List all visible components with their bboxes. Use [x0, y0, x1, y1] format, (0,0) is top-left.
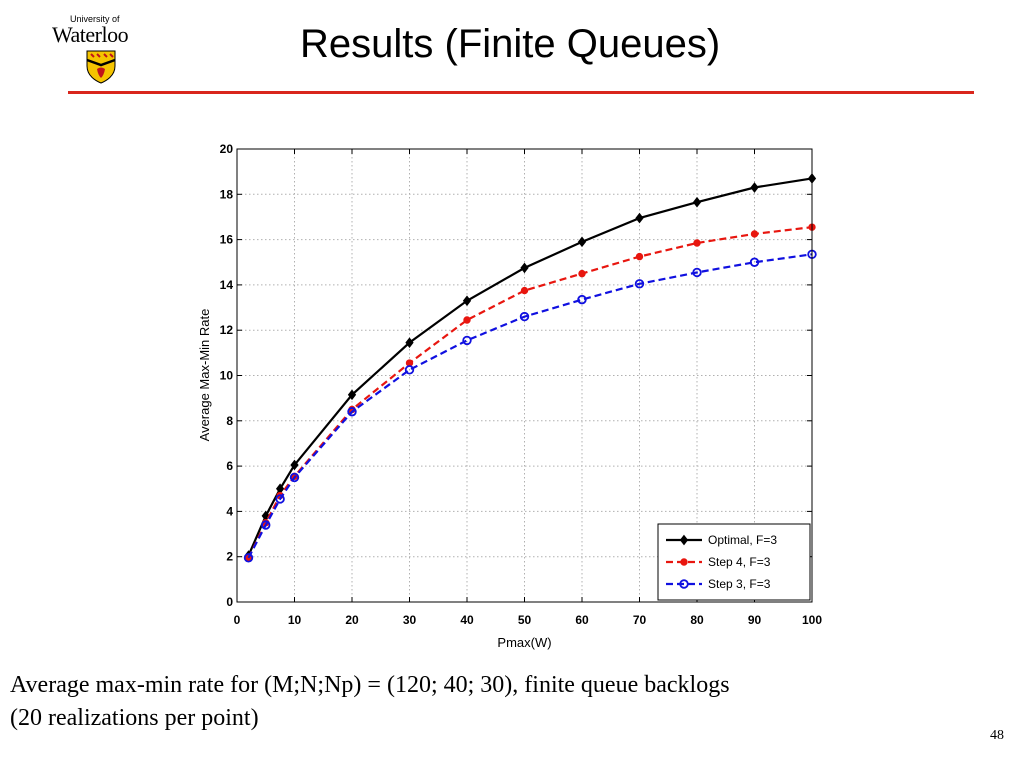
data-point — [520, 262, 529, 274]
data-point — [635, 212, 644, 224]
data-point — [749, 257, 760, 267]
x-tick-label: 50 — [518, 613, 532, 627]
y-axis-label: Average Max-Min Rate — [197, 309, 212, 442]
data-point — [750, 182, 759, 193]
data-point — [520, 286, 529, 295]
data-point — [634, 279, 645, 289]
legend-label: Step 4, F=3 — [708, 555, 771, 569]
data-point — [577, 294, 587, 305]
y-tick-label: 14 — [220, 278, 234, 292]
logo-university-of: University of — [70, 14, 120, 24]
crest-icon — [86, 50, 116, 84]
series-3 — [243, 249, 817, 563]
legend: Optimal, F=3 Step 4, F=3 Step 3, F=3 — [657, 523, 811, 601]
y-tick-label: 10 — [220, 369, 234, 383]
data-point — [347, 389, 357, 401]
data-point — [463, 316, 471, 324]
y-tick-label: 18 — [220, 187, 234, 201]
series-layer — [243, 173, 817, 563]
x-tick-label: 40 — [460, 613, 474, 627]
data-point — [405, 337, 414, 348]
y-tick-label: 0 — [226, 595, 233, 609]
x-tick-label: 30 — [403, 613, 417, 627]
data-point — [693, 239, 701, 247]
slide-caption: Average max-min rate for (M;N;Np) = (120… — [10, 669, 970, 735]
x-tick-label: 60 — [575, 613, 589, 627]
slide-title: Results (Finite Queues) — [300, 22, 721, 66]
chart-svg: 0 10 20 30 40 50 60 70 80 90 10002468101214161820 … — [197, 142, 823, 650]
y-tick-label: 6 — [226, 459, 233, 473]
x-tick-label: 0 — [234, 613, 241, 627]
x-tick-label: 10 — [288, 613, 302, 627]
x-tick-label: 20 — [345, 613, 359, 627]
data-point — [750, 230, 759, 238]
legend-label: Step 3, F=3 — [708, 577, 771, 591]
series-line — [247, 253, 813, 559]
x-tick-label: 80 — [690, 613, 704, 627]
data-point — [519, 311, 530, 322]
legend-label: Optimal, F=3 — [708, 533, 777, 547]
data-point — [462, 295, 472, 307]
y-tick-label: 16 — [220, 233, 234, 247]
title-underline — [68, 91, 974, 94]
caption-line-2: (20 realizations per point) — [10, 705, 259, 731]
x-axis-label: Pmax(W) — [497, 635, 551, 650]
data-point — [347, 407, 357, 417]
data-point — [635, 252, 644, 261]
legend-marker — [680, 558, 688, 566]
data-point — [289, 472, 300, 483]
x-tick-label: 100 — [802, 613, 822, 627]
caption-line-1: Average max-min rate for (M;N;Np) = (120… — [10, 672, 730, 698]
page-number: 48 — [990, 728, 1004, 743]
data-point — [404, 365, 415, 375]
legend-marker — [679, 534, 689, 546]
data-point — [290, 459, 299, 471]
data-point — [578, 269, 586, 278]
x-tick-label: 70 — [633, 613, 647, 627]
legend-marker — [679, 579, 689, 589]
data-point — [275, 494, 285, 504]
data-point — [577, 236, 587, 248]
series-1 — [244, 173, 817, 561]
y-tick-label: 20 — [220, 142, 234, 156]
data-point — [462, 335, 472, 346]
line-chart: 0 10 20 30 40 50 60 70 80 90 100 0 2 4 6 8 10 12 14 16 18 20 … — [180, 135, 840, 665]
data-point — [261, 520, 271, 530]
data-point — [243, 553, 254, 563]
logo-name: Waterloo — [52, 22, 129, 47]
y-tick-label: 8 — [226, 414, 233, 428]
university-logo: University of Waterloo — [52, 14, 152, 86]
data-point — [692, 267, 702, 278]
y-tick-label: 4 — [226, 504, 233, 518]
tick-layer: 0 10 20 30 40 50 60 70 80 90 100 0 2 4 6 8 10 12 14 16 18 20 — [220, 142, 823, 627]
y-tick-label: 2 — [226, 550, 233, 564]
x-tick-label: 90 — [748, 613, 762, 627]
data-point — [692, 196, 702, 208]
y-tick-label: 12 — [220, 323, 234, 337]
